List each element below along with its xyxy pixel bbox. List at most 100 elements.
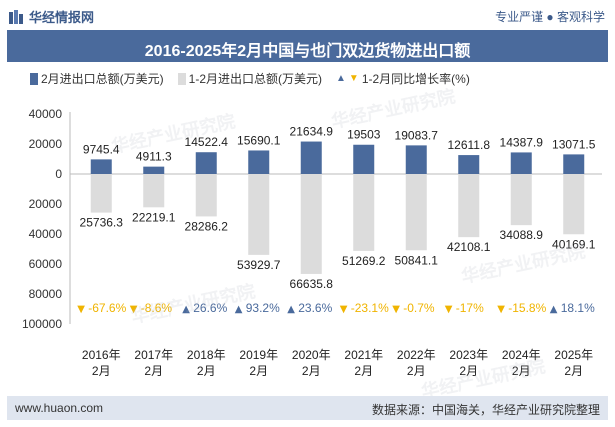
down-triangle-icon: ▼	[130, 304, 138, 315]
bar-monthly	[353, 144, 375, 174]
up-triangle-icon: ▲	[182, 304, 190, 315]
top-bar: 华经情报网 专业严谨 ● 客观科学	[0, 0, 615, 30]
x-tick-label: 2月	[92, 364, 111, 378]
growth-rate-label: -17%	[456, 301, 484, 315]
data-label-cumulative: 22219.1	[132, 210, 176, 224]
footer-site[interactable]: www.huaon.com	[15, 401, 104, 415]
data-label-monthly: 14387.9	[500, 135, 544, 149]
data-label-cumulative: 53929.7	[237, 258, 281, 272]
up-triangle-icon: ▲	[235, 304, 243, 315]
data-label-monthly: 15690.1	[237, 133, 281, 147]
bar-chart: 40000 20000 0 20000 40000 60000 80000 100000 974…	[22, 107, 602, 378]
x-tick-label: 2月	[144, 364, 163, 378]
data-label-cumulative: 51269.2	[342, 254, 386, 268]
growth-rate-label: 23.6%	[298, 301, 332, 315]
down-triangle-icon: ▼	[392, 304, 400, 315]
footer: www.huaon.com 数据来源：中国海关，华经产业研究院整理	[7, 396, 608, 420]
x-tick-label: 2016年	[82, 348, 121, 362]
logo-text: 华经情报网	[29, 10, 95, 25]
footer-source: 数据来源：中国海关，华经产业研究院整理	[371, 403, 600, 417]
x-tick-label: 2019年	[239, 348, 278, 362]
legend-label-growth: 1-2月同比增长率(%)	[361, 72, 470, 86]
y-tick-label: 40000	[29, 107, 63, 121]
bar-monthly	[510, 152, 532, 174]
data-label-cumulative: 50841.1	[395, 253, 439, 267]
growth-rate-label: 18.1%	[561, 301, 595, 315]
title-bar: 2016-2025年2月中国与也门双边货物进出口额	[7, 30, 608, 62]
legend-label-cumulative: 1-2月进出口总额(万美元)	[188, 72, 323, 86]
x-tick-label: 2020年	[292, 348, 331, 362]
data-label-cumulative: 25736.3	[80, 216, 124, 230]
up-triangle-icon: ▲	[336, 73, 346, 84]
y-tick-label: 80000	[29, 287, 63, 301]
bar-monthly	[300, 141, 322, 174]
data-label-cumulative: 34088.9	[500, 228, 544, 242]
down-triangle-icon: ▼	[497, 304, 505, 315]
growth-rate-label: -23.1%	[351, 301, 389, 315]
x-tick-label: 2月	[354, 364, 373, 378]
x-tick-label: 2月	[197, 364, 216, 378]
down-triangle-icon: ▼	[445, 304, 453, 315]
legend-label-monthly: 2月进出口总额(万美元)	[41, 72, 164, 86]
bar-cumulative	[90, 174, 112, 213]
x-tick-label: 2022年	[397, 348, 436, 362]
growth-rate-label: 93.2%	[246, 301, 280, 315]
down-triangle-icon: ▼	[340, 304, 348, 315]
down-triangle-icon: ▼	[77, 304, 85, 315]
up-triangle-icon: ▲	[287, 304, 295, 315]
data-label-cumulative: 42108.1	[447, 240, 491, 254]
bar-monthly	[563, 154, 585, 174]
x-tick-label: 2月	[564, 364, 583, 378]
growth-rate-label: 26.6%	[193, 301, 227, 315]
legend-item-cumulative[interactable]: 1-2月进出口总额(万美元)	[177, 70, 323, 87]
legend-item-growth[interactable]: ▲ ▼ 1-2月同比增长率(%)	[336, 70, 470, 87]
data-label-monthly: 12611.8	[448, 138, 491, 152]
bar-cumulative	[405, 174, 427, 251]
bar-monthly	[90, 159, 112, 174]
y-tick-label: 40000	[29, 227, 63, 241]
legend: 2月进出口总额(万美元) 1-2月进出口总额(万美元) ▲ ▼ 1-2月同比增长…	[30, 70, 470, 87]
data-label-monthly: 14522.4	[185, 135, 229, 149]
x-tick-label: 2月	[302, 364, 321, 378]
x-tick-label: 2018年	[187, 348, 226, 362]
y-tick-label: 0	[55, 167, 62, 181]
bar-monthly	[458, 155, 480, 174]
tagline: 专业严谨 ● 客观科学	[495, 10, 605, 24]
y-tick-label: 20000	[29, 137, 63, 151]
bar-monthly	[405, 145, 427, 174]
x-tick-label: 2024年	[502, 348, 541, 362]
bar-cumulative	[563, 174, 585, 235]
bar-cumulative	[143, 174, 165, 208]
down-triangle-icon: ▼	[348, 73, 359, 84]
bar-cumulative	[195, 174, 217, 217]
data-label-monthly: 9745.4	[83, 142, 120, 156]
x-tick-label: 2017年	[134, 348, 173, 362]
bar-cumulative	[248, 174, 270, 255]
bar-monthly	[143, 166, 165, 174]
logo-icon	[9, 9, 23, 24]
y-tick-label: 100000	[22, 317, 62, 331]
x-tick-label: 2021年	[344, 348, 383, 362]
logo[interactable]: 华经情报网	[8, 7, 94, 26]
up-triangle-icon: ▲	[550, 304, 558, 315]
x-tick-label: 2023年	[449, 348, 488, 362]
bar-cumulative	[353, 174, 375, 251]
growth-rate-label: -67.6%	[88, 301, 126, 315]
data-label-cumulative: 28286.2	[185, 219, 229, 233]
y-tick-label: 20000	[29, 197, 63, 211]
bar-monthly	[195, 152, 217, 174]
legend-item-monthly[interactable]: 2月进出口总额(万美元)	[30, 70, 164, 87]
bar-cumulative	[510, 174, 532, 226]
growth-rate-label: -15.8%	[508, 301, 546, 315]
legend-swatch-cumulative	[177, 72, 186, 85]
chart-title: 2016-2025年2月中国与也门双边货物进出口额	[144, 43, 471, 60]
bar-cumulative	[300, 174, 322, 274]
growth-rate-label: -0.7%	[403, 301, 435, 315]
data-label-monthly: 19083.7	[395, 128, 439, 142]
data-label-cumulative: 40169.1	[552, 237, 596, 251]
data-label-monthly: 13071.5	[552, 137, 596, 151]
data-label-cumulative: 66635.8	[290, 277, 334, 291]
x-tick-label: 2月	[512, 364, 531, 378]
data-label-monthly: 19503	[347, 128, 381, 142]
bar-monthly	[248, 150, 270, 174]
